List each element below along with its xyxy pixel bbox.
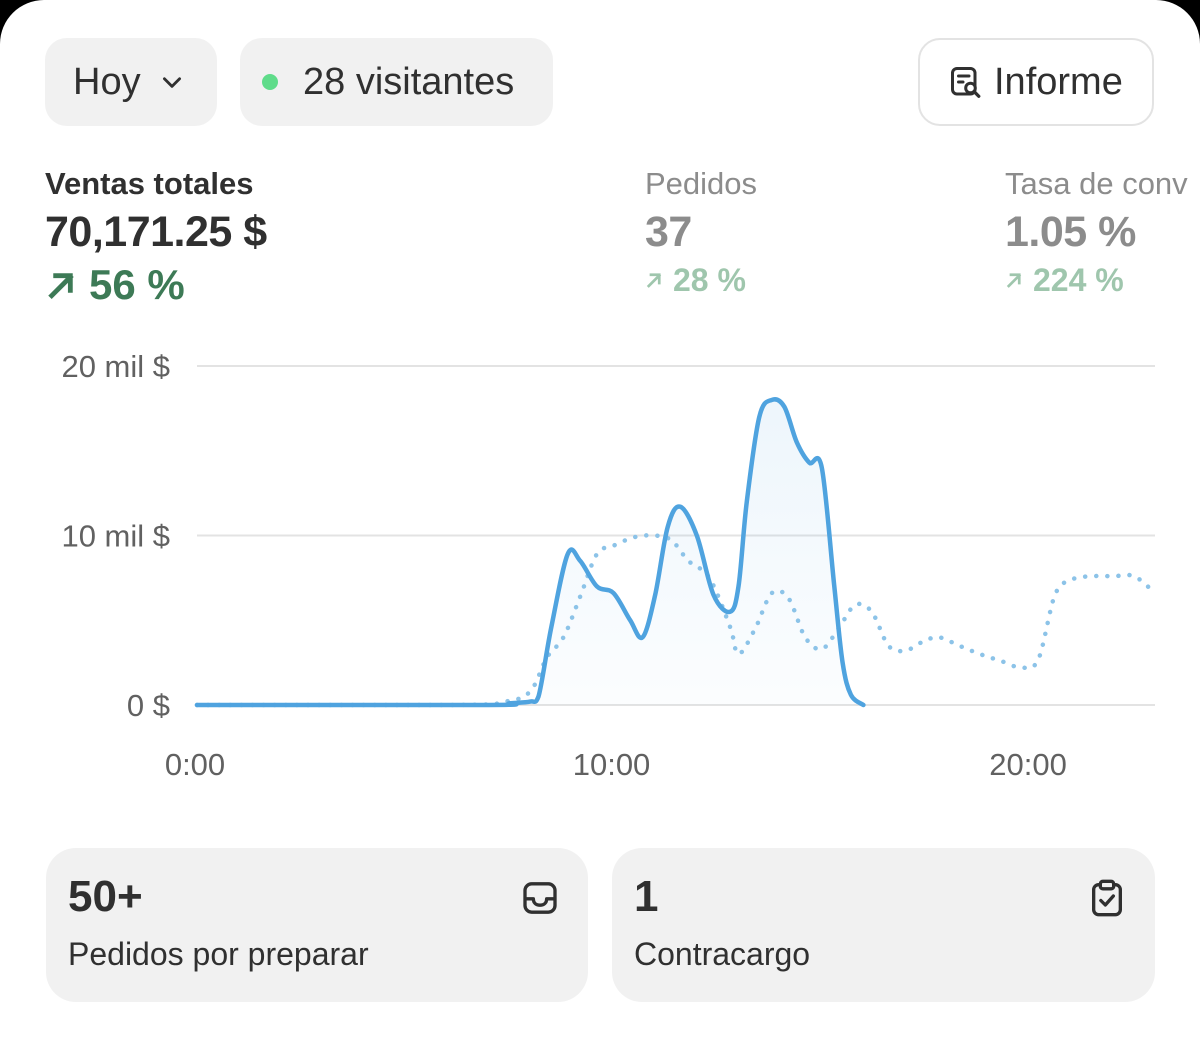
metric-change-value: 28 % [673,261,746,298]
metric-change-value: 56 % [89,261,185,308]
metric-value: 70,171.25 $ [45,208,267,256]
metric-change: 28 % [645,260,757,300]
series-area-current [197,399,864,705]
chevron-down-icon [162,77,181,88]
metric-change: 224 % [1005,260,1188,300]
metric-label: Pedidos [645,166,758,201]
clipboard-check-icon [1092,879,1122,917]
x-tick-label: 10:00 [573,747,651,782]
series-line-comparison [194,533,1158,708]
y-tick-label: 0 $ [127,688,170,723]
y-tick-label: 20 mil $ [61,349,170,384]
tile-label: Contracargo [634,936,811,972]
x-tick-label: 0:00 [165,747,225,782]
metric-conversion-rate[interactable]: Tasa de conv 1.05 % 224 % [1005,164,1188,300]
metric-change-value: 224 % [1033,261,1124,298]
metric-label: Ventas totales [45,166,254,201]
orders-to-prepare-tile[interactable]: 50+ Pedidos por preparar [46,848,588,1002]
metric-label: Tasa de conv [1005,166,1188,201]
report-search-icon [951,67,981,98]
date-filter-label: Hoy [73,60,141,103]
metric-value: 1.05 % [1005,208,1136,256]
inbox-icon [523,882,557,914]
y-tick-label: 10 mil $ [61,519,170,554]
tile-label: Pedidos por preparar [68,936,369,972]
live-visitors-button[interactable]: 28 visitantes [240,38,553,126]
visitors-count: 28 visitantes [303,60,515,103]
series-line-current [194,397,866,708]
live-status-dot [262,74,278,90]
date-filter-dropdown[interactable]: Hoy [45,38,217,126]
tile-number: 1 [634,872,659,921]
metric-value: 37 [645,208,692,256]
metric-orders[interactable]: Pedidos 37 28 % [645,164,757,300]
x-tick-label: 20:00 [989,747,1067,782]
arrow-up-right-icon [48,273,74,300]
sales-chart[interactable]: 0 $ 10 mil $ 20 mil $ 0:00 10:00 20:00 [0,330,1200,800]
report-button[interactable]: Informe [918,38,1154,126]
metric-total-sales[interactable]: Ventas totales 70,171.25 $ 56 % [45,164,267,310]
chargeback-tile[interactable]: 1 Contracargo [612,848,1155,1002]
metric-change: 56 % [45,260,267,310]
tile-number: 50+ [68,872,143,921]
arrow-up-right-icon [646,273,662,288]
arrow-up-right-icon [1006,273,1022,288]
report-button-label: Informe [994,60,1123,103]
